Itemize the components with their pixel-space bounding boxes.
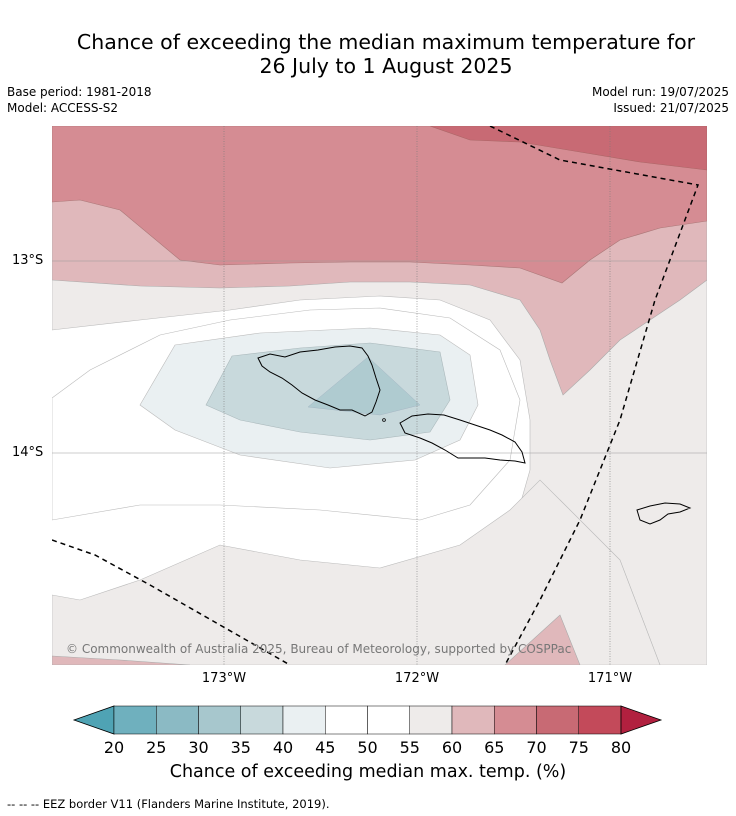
issued-date: Issued: 21/07/2025 [613,101,729,115]
gridlines [52,126,707,665]
contour-bottom-left-pink [52,655,191,665]
model-run: Model run: 19/07/2025 [591,85,729,99]
colorbar-bin [240,705,284,735]
colorbar-tick-label: 55 [399,738,420,757]
colorbar-tick-label: 40 [272,738,294,757]
title-line-2: 26 July to 1 August 2025 [259,54,513,78]
lat-label-14s: 14°S [12,445,44,460]
title-line-1: Chance of exceeding the median maximum t… [76,30,696,54]
lon-label-172w: 172°W [394,671,440,686]
lon-label-173w: 173°W [201,671,247,686]
island-upolu [399,413,526,464]
meta-right: Model run: 19/07/2025 Issued: 21/07/2025 [592,84,729,116]
contour-lower-grey [52,479,661,665]
chart-title: Chance of exceeding the median maximum t… [0,30,736,78]
colorbar [72,705,663,735]
colorbar-tick-label: 75 [568,738,589,757]
colorbar-bin [409,705,453,735]
colorbar-tick-label: 35 [230,738,251,757]
contour-bottom-pink [504,614,581,665]
colorbar-label: Chance of exceeding median max. temp. (%… [169,762,567,782]
lat-label-13s: 13°S [12,253,44,268]
colorbar-tick-label: 30 [188,738,209,757]
meta-left: Base period: 1981-2018 Model: ACCESS-S2 [7,84,152,116]
colorbar-bin [156,705,199,735]
contour-65-70 [52,126,707,284]
colorbar-bin [113,705,157,735]
colorbar-bin [536,705,579,735]
colorbar-bin [325,705,368,735]
map-plot-area: © Commonwealth of Australia 2025, Bureau… [52,126,707,665]
island-tutuila [636,502,692,525]
colorbar-tick-label: 70 [526,738,547,757]
colorbar-tick-label: 80 [610,738,632,757]
lon-label-171w: 171°W [587,671,633,686]
base-period: Base period: 1981-2018 [7,85,152,99]
colorbar-tick-label: 45 [315,738,336,757]
eez-legend: -- -- -- EEZ border V11 (Flanders Marine… [7,797,330,811]
colorbar-bin [451,705,495,735]
colorbar-extend-high [620,705,663,735]
colorbar-tick-label: 20 [103,738,125,757]
copyright-notice: © Commonwealth of Australia 2025, Bureau… [66,642,571,656]
colorbar-extend-low [72,705,115,735]
island-small [382,418,386,422]
colorbar-tick-label: 65 [484,738,505,757]
colorbar-bin [282,705,326,735]
colorbar-tick-label: 50 [357,738,378,757]
colorbar-bin [198,705,241,735]
colorbar-tick-label: 25 [146,738,167,757]
colorbar-bin [367,705,410,735]
eez-border-samoa [489,126,700,665]
eez-border-southwest [52,539,291,665]
colorbar-bin [578,705,622,735]
model-name: Model: ACCESS-S2 [7,101,119,115]
colorbar-tick-label: 60 [441,738,463,757]
island-savaii [257,345,381,417]
colorbar-bin [494,705,537,735]
